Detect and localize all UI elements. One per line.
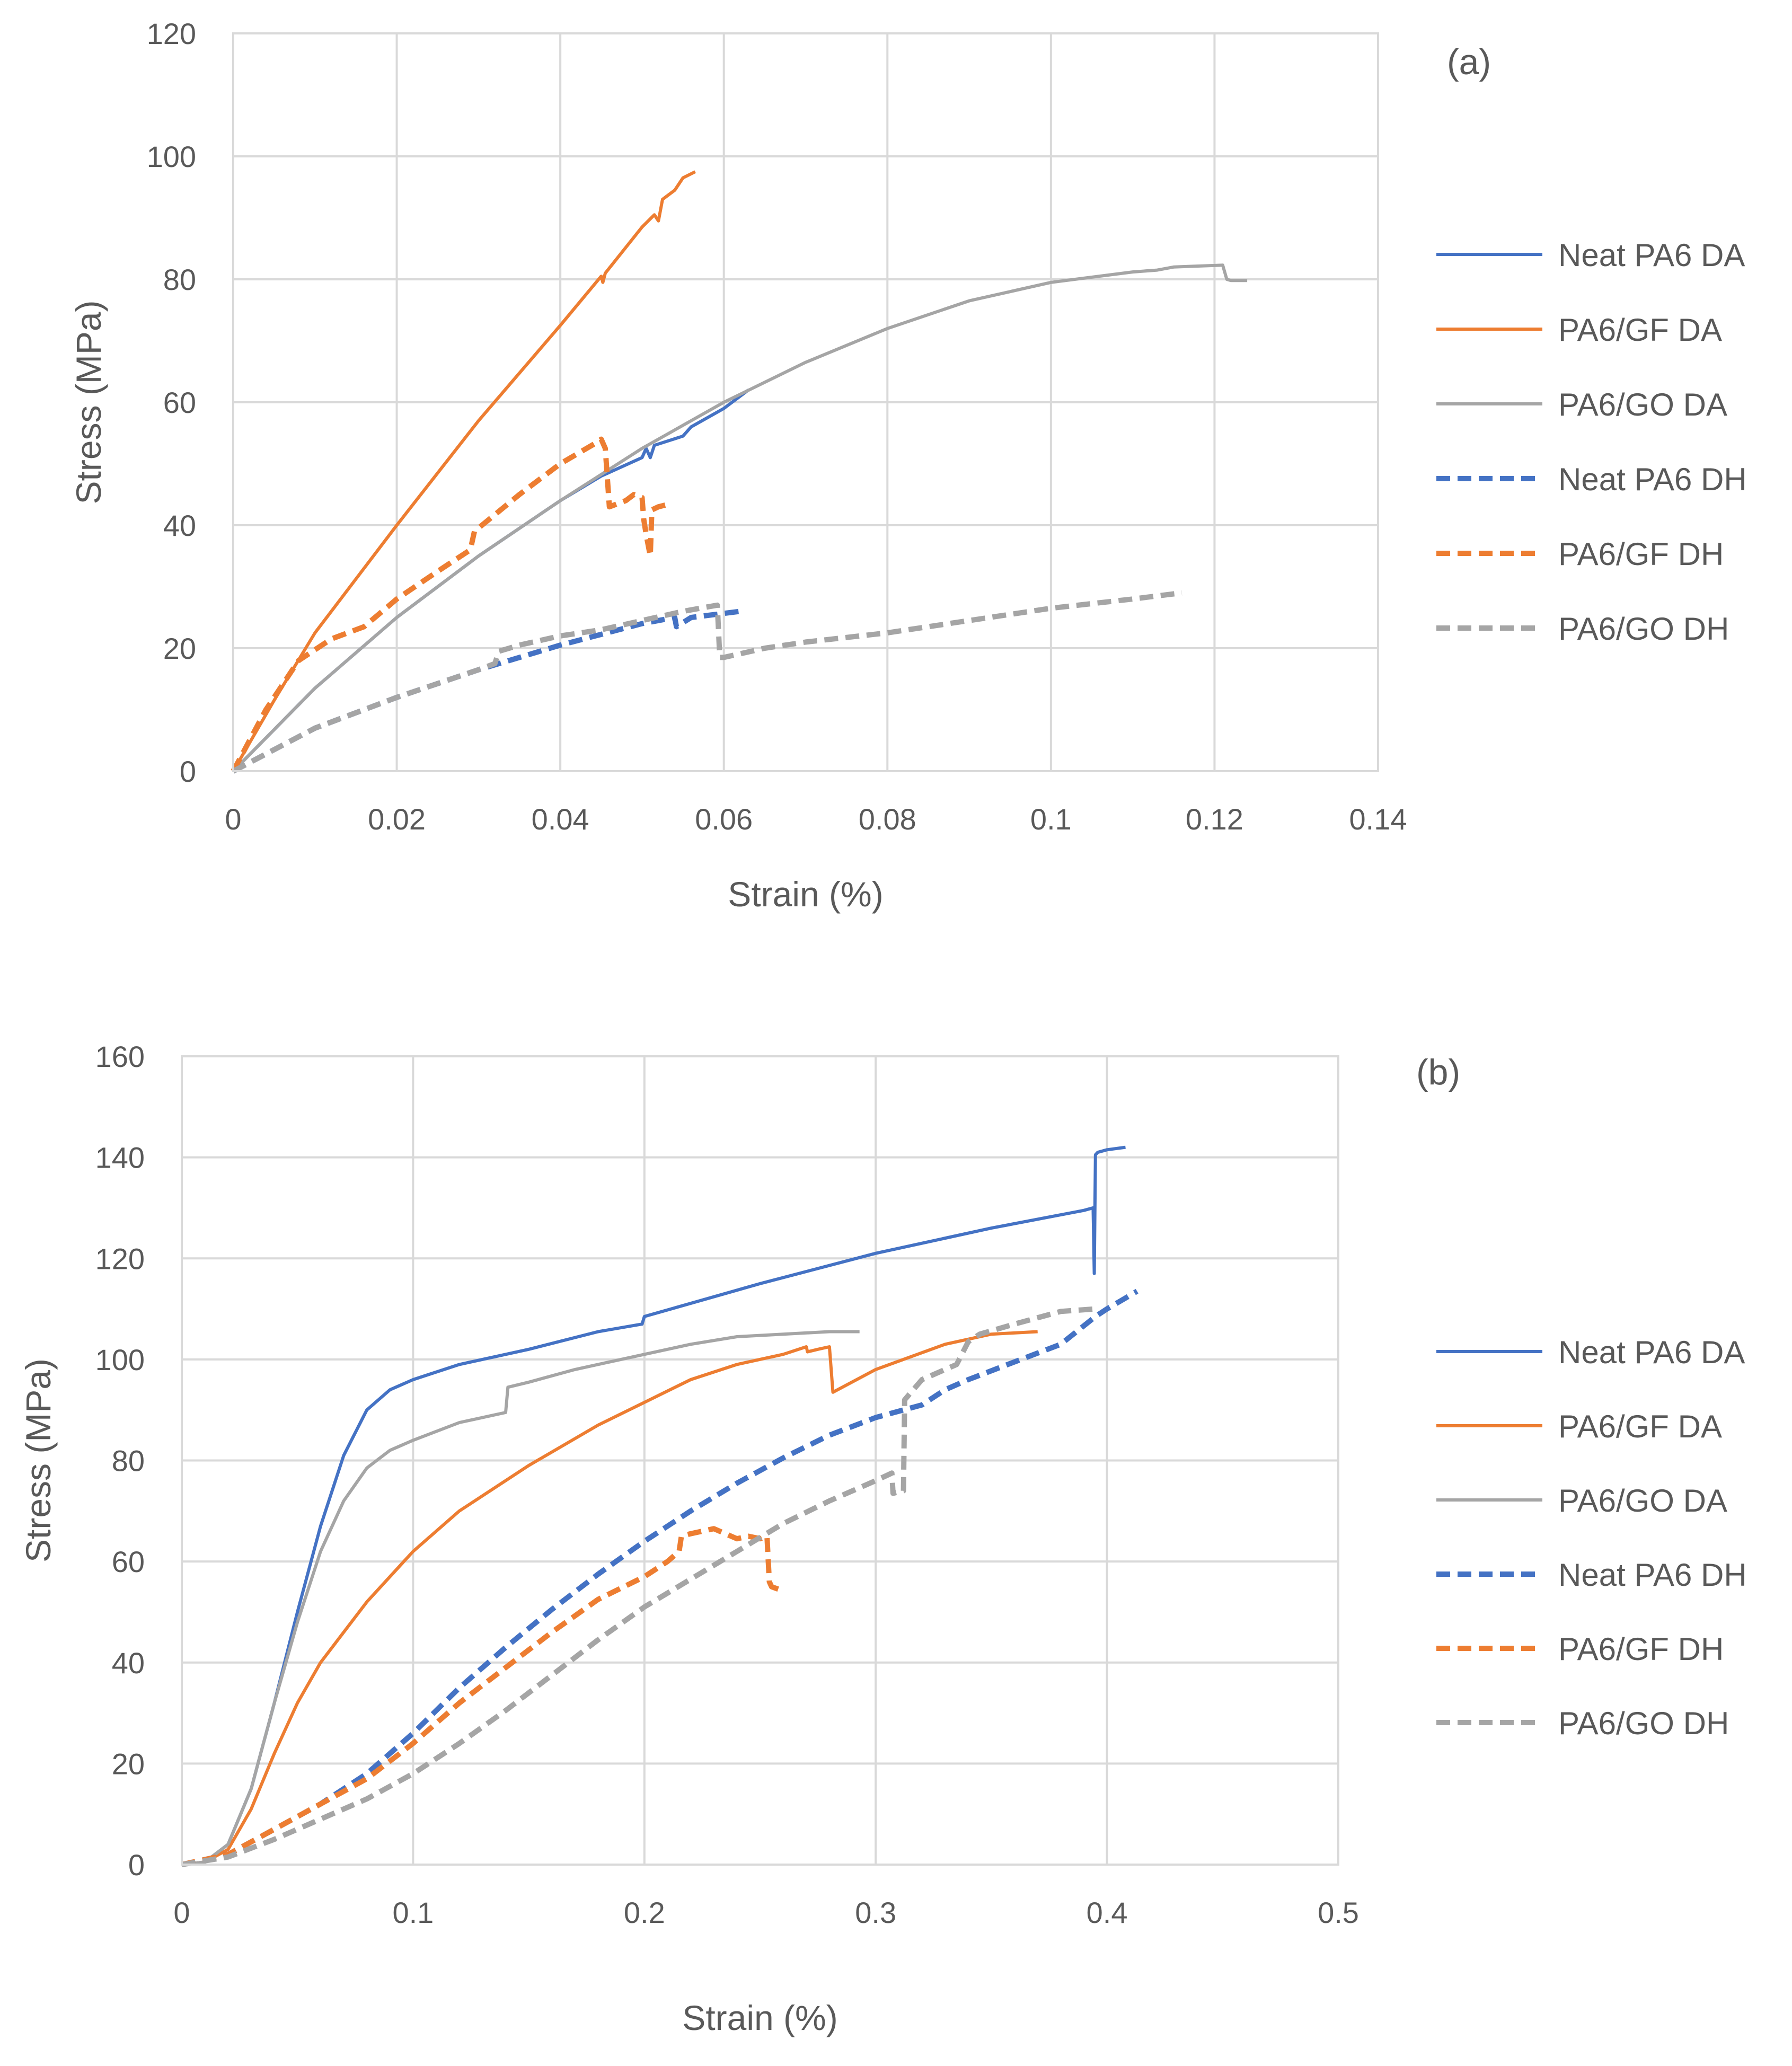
legend-label: PA6/GO DH [1558, 611, 1729, 647]
x-tick-label: 0.06 [695, 802, 753, 836]
x-axis-title: Strain (%) [682, 1998, 837, 2037]
y-tick-label: 140 [95, 1141, 145, 1175]
plot-area-border [181, 1055, 1339, 1866]
x-tick-label: 0.3 [855, 1896, 896, 1929]
series-line-pa6-gf-dh [231, 436, 672, 773]
plot-area-border [232, 32, 1379, 772]
series-line-neat-pa6-dh [181, 1288, 1138, 1867]
x-tick-label: 0.4 [1087, 1896, 1128, 1929]
legend-label: Neat PA6 DH [1558, 462, 1747, 497]
panel-label: (a) [1447, 42, 1491, 82]
legend-label: Neat PA6 DH [1558, 1557, 1747, 1593]
y-tick-label: 60 [112, 1545, 145, 1578]
series-lines [231, 170, 1248, 774]
y-tick-label: 160 [95, 1040, 145, 1073]
y-tick-label: 120 [147, 17, 196, 50]
y-tick-label: 100 [95, 1343, 145, 1376]
x-tick-label: 0 [225, 802, 241, 836]
x-tick-label: 0.1 [392, 1896, 434, 1929]
y-tick-label: 20 [112, 1747, 145, 1780]
gridlines [232, 32, 1379, 772]
legend-label: PA6/GF DH [1558, 536, 1724, 572]
x-tick-label: 0.5 [1318, 1896, 1359, 1929]
series-line-pa6-go-da [232, 263, 1248, 773]
x-tick-label: 0.14 [1349, 802, 1407, 836]
legend-label: PA6/GF DA [1558, 1409, 1722, 1444]
x-tick-label: 0.1 [1030, 802, 1072, 836]
y-tick-label: 80 [112, 1444, 145, 1478]
series-line-pa6-go-da [181, 1330, 860, 1866]
y-tick-label: 40 [112, 1646, 145, 1680]
chart-panel-b: 0 20 40 60 80 100 120 140 160 0 0.1 0.2 0.3 0.4 0.5 Str… [19, 1040, 1747, 2037]
series-line-pa6-gf-da [232, 170, 696, 772]
legend-label: PA6/GO DH [1558, 1706, 1729, 1741]
legend-label: Neat PA6 DA [1558, 1335, 1745, 1370]
x-tick-label: 0.12 [1186, 802, 1243, 836]
panel-label: (b) [1416, 1052, 1460, 1092]
y-tick-label: 60 [163, 386, 196, 419]
y-tick-label: 120 [95, 1242, 145, 1275]
legend-label: PA6/GF DA [1558, 312, 1722, 348]
series-line-pa6-gf-dh [181, 1526, 780, 1867]
y-tick-label: 0 [128, 1848, 145, 1882]
y-tick-label: 0 [180, 755, 196, 788]
x-tick-label: 0.08 [859, 802, 916, 836]
series-line-pa6-gf-da [181, 1330, 1038, 1866]
y-tick-label: 80 [163, 263, 196, 296]
series-line-pa6-go-dh [232, 590, 1182, 774]
y-axis-title: Stress (MPa) [19, 1358, 58, 1562]
y-tick-label: 40 [163, 509, 196, 542]
series-line-pa6-go-dh [181, 1306, 1096, 1867]
series-lines [181, 1145, 1138, 1867]
y-axis-title: Stress (MPa) [69, 300, 108, 504]
y-tick-label: 100 [147, 140, 196, 173]
chart-panel-a: 0 20 40 60 80 100 120 0 0.02 0.04 0.06 0.08 0.1 0.12 0… [69, 17, 1747, 914]
y-tick-label: 20 [163, 632, 196, 665]
tick-labels: 0 20 40 60 80 100 120 0 0.02 0.04 0.06 0.08 0.1 0.12 0… [147, 17, 1407, 836]
legend-label: PA6/GO DA [1558, 1483, 1727, 1518]
legend-label: PA6/GF DH [1558, 1631, 1724, 1667]
x-tick-label: 0.02 [368, 802, 426, 836]
x-tick-label: 0.04 [532, 802, 589, 836]
legend-label: PA6/GO DA [1558, 387, 1727, 422]
tick-labels: 0 20 40 60 80 100 120 140 160 0 0.1 0.2 0.3 0.4 0.5 [95, 1040, 1359, 1929]
legend: Neat PA6 DA PA6/GF DA PA6/GO DA Neat PA6 DH… [1436, 1335, 1747, 1741]
legend: Neat PA6 DA PA6/GF DA PA6/GO DA Neat PA6 DH… [1436, 237, 1747, 647]
x-tick-label: 0.2 [624, 1896, 665, 1929]
x-tick-label: 0 [173, 1896, 190, 1929]
legend-label: Neat PA6 DA [1558, 237, 1745, 273]
x-axis-title: Strain (%) [728, 875, 883, 914]
